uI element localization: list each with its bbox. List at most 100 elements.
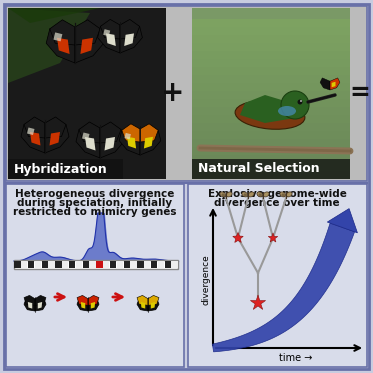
Bar — [83, 260, 89, 267]
Polygon shape — [106, 34, 116, 46]
Circle shape — [281, 91, 309, 119]
Polygon shape — [46, 25, 75, 63]
Polygon shape — [81, 302, 85, 308]
Polygon shape — [100, 126, 124, 158]
Bar — [192, 115, 350, 123]
Polygon shape — [151, 302, 155, 308]
Ellipse shape — [242, 192, 248, 197]
Polygon shape — [137, 295, 148, 305]
Bar — [137, 260, 144, 267]
Polygon shape — [8, 8, 100, 23]
Polygon shape — [75, 25, 104, 63]
Text: Heterogeneous divergence: Heterogeneous divergence — [15, 189, 175, 199]
Polygon shape — [85, 137, 95, 150]
Bar — [8, 159, 123, 179]
Text: +: + — [161, 79, 185, 107]
Bar — [21, 260, 27, 267]
Bar — [6, 6, 367, 181]
Bar — [192, 99, 350, 107]
Bar — [131, 260, 137, 267]
Bar — [192, 155, 350, 163]
Bar — [103, 260, 109, 267]
Polygon shape — [75, 20, 100, 45]
Polygon shape — [88, 295, 99, 305]
Polygon shape — [127, 137, 136, 148]
Polygon shape — [140, 128, 161, 155]
Polygon shape — [24, 295, 35, 305]
Polygon shape — [45, 117, 66, 138]
Bar — [144, 260, 150, 267]
Polygon shape — [125, 133, 131, 140]
Bar — [90, 260, 96, 267]
Polygon shape — [148, 298, 159, 311]
Bar — [69, 260, 75, 267]
Polygon shape — [82, 132, 90, 140]
Bar — [48, 260, 55, 267]
Bar — [96, 260, 103, 267]
Polygon shape — [35, 295, 46, 305]
Ellipse shape — [258, 194, 262, 196]
Polygon shape — [24, 298, 35, 311]
Polygon shape — [240, 95, 300, 123]
Polygon shape — [77, 295, 88, 305]
Polygon shape — [268, 233, 278, 242]
Polygon shape — [144, 137, 153, 148]
Bar — [8, 8, 166, 179]
Polygon shape — [35, 298, 46, 311]
Text: divergence: divergence — [201, 255, 210, 305]
Polygon shape — [100, 122, 121, 143]
Polygon shape — [50, 132, 60, 145]
Polygon shape — [213, 223, 355, 352]
Bar — [192, 27, 350, 35]
Bar — [192, 159, 350, 179]
Circle shape — [298, 100, 303, 104]
Polygon shape — [91, 302, 95, 308]
Polygon shape — [148, 295, 159, 305]
Text: Hybridization: Hybridization — [14, 163, 108, 176]
Bar — [110, 260, 116, 267]
Bar — [188, 184, 367, 367]
Bar — [123, 260, 130, 267]
Polygon shape — [120, 23, 142, 53]
Polygon shape — [124, 34, 134, 46]
Polygon shape — [122, 124, 140, 142]
Circle shape — [300, 100, 302, 102]
Bar — [164, 260, 171, 267]
Polygon shape — [76, 126, 100, 158]
Bar — [192, 139, 350, 147]
Polygon shape — [27, 128, 34, 135]
Polygon shape — [45, 122, 69, 153]
Bar — [192, 75, 350, 83]
Bar — [117, 260, 123, 267]
Polygon shape — [81, 38, 93, 54]
Bar — [192, 67, 350, 75]
Polygon shape — [77, 298, 88, 311]
Polygon shape — [50, 20, 75, 45]
Text: =: = — [350, 81, 370, 105]
Bar — [6, 184, 184, 367]
Text: divergence over time: divergence over time — [214, 198, 340, 208]
Ellipse shape — [286, 192, 292, 197]
Bar — [192, 8, 350, 179]
Bar — [96, 260, 103, 267]
Bar — [192, 171, 350, 179]
Polygon shape — [233, 232, 243, 242]
Ellipse shape — [226, 192, 232, 197]
Text: Explosive genome-wide: Explosive genome-wide — [207, 189, 347, 199]
Polygon shape — [28, 302, 32, 308]
Polygon shape — [120, 19, 140, 39]
Ellipse shape — [248, 192, 254, 197]
Bar — [14, 260, 21, 267]
Polygon shape — [8, 8, 90, 83]
Text: Natural Selection: Natural Selection — [198, 163, 320, 176]
Polygon shape — [137, 298, 148, 311]
Bar — [192, 59, 350, 67]
Polygon shape — [21, 122, 45, 153]
Ellipse shape — [257, 192, 263, 197]
Polygon shape — [98, 23, 120, 53]
Bar — [192, 123, 350, 131]
Bar — [172, 260, 178, 267]
Bar — [192, 35, 350, 43]
Polygon shape — [140, 124, 158, 142]
Ellipse shape — [282, 194, 285, 196]
